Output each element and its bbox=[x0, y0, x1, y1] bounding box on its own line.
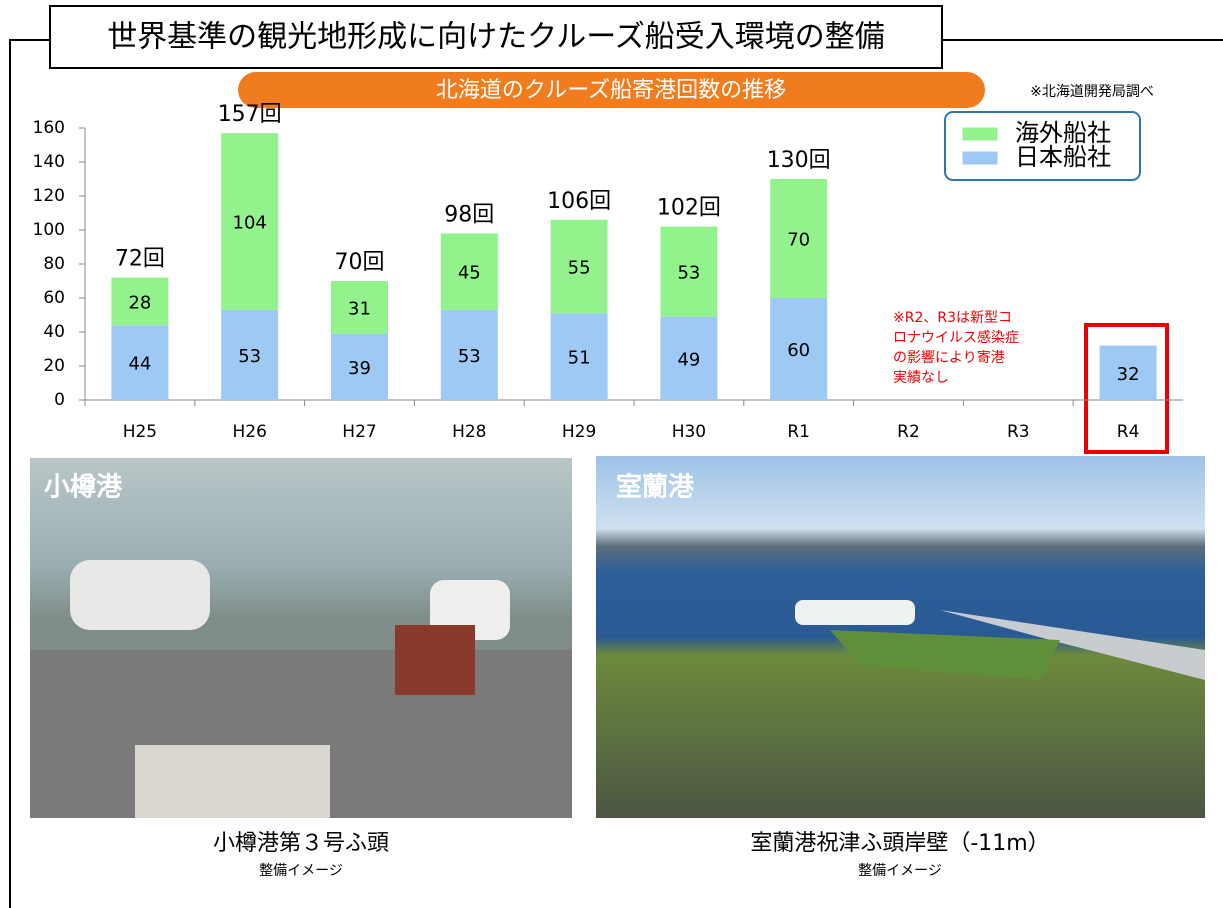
total-label: 157回 bbox=[218, 102, 282, 127]
x-tick-label: R1 bbox=[787, 422, 810, 442]
y-tick-label: 80 bbox=[43, 254, 65, 274]
legend-label: 日本船社 bbox=[1015, 143, 1111, 171]
x-tick-label: H28 bbox=[452, 422, 486, 442]
data-label: 44 bbox=[128, 354, 151, 375]
page-title: 世界基準の観光地形成に向けたクルーズ船受入環境の整備 bbox=[107, 20, 885, 55]
data-label: 104 bbox=[233, 213, 267, 234]
photo-caption: 室蘭港祝津ふ頭岸壁（-11m） bbox=[750, 831, 1049, 856]
x-tick-label: H29 bbox=[562, 422, 596, 442]
chart-title: 北海道のクルーズ船寄港回数の推移 bbox=[436, 78, 786, 103]
annotation: の影響により寄港 bbox=[893, 350, 1005, 366]
photo-label: 室蘭港 bbox=[616, 473, 695, 503]
y-tick-label: 20 bbox=[43, 356, 65, 376]
photo-subcaption: 整備イメージ bbox=[858, 863, 942, 879]
total-label: 72回 bbox=[115, 247, 165, 272]
data-label: 53 bbox=[458, 346, 481, 367]
photo-label: 小樽港 bbox=[44, 473, 123, 503]
x-tick-label: R2 bbox=[897, 422, 920, 442]
y-tick-label: 160 bbox=[33, 118, 65, 138]
total-label: 70回 bbox=[335, 250, 385, 275]
photo-image bbox=[70, 560, 210, 630]
annotation: ロナウイルス感染症 bbox=[893, 329, 1019, 346]
y-tick-label: 40 bbox=[43, 322, 65, 342]
y-tick-label: 140 bbox=[33, 152, 65, 172]
x-tick-label: H25 bbox=[123, 422, 157, 442]
x-tick-label: R3 bbox=[1007, 422, 1030, 442]
data-label: 28 bbox=[128, 292, 151, 313]
data-label: 53 bbox=[238, 346, 261, 367]
x-tick-label: R4 bbox=[1117, 422, 1140, 442]
data-label: 70 bbox=[787, 230, 810, 251]
total-label: 98回 bbox=[444, 202, 494, 227]
photo-image bbox=[795, 600, 915, 625]
x-tick-label: H27 bbox=[342, 422, 376, 442]
y-tick-label: 120 bbox=[33, 186, 65, 206]
data-label: 60 bbox=[787, 340, 810, 361]
photo: 小樽港 bbox=[30, 458, 572, 818]
annotation: 実績なし bbox=[893, 370, 949, 386]
y-tick-label: 60 bbox=[43, 288, 65, 308]
photo-image bbox=[135, 745, 330, 818]
data-label: 32 bbox=[1117, 364, 1140, 385]
legend-swatch bbox=[962, 151, 998, 165]
x-tick-label: H26 bbox=[232, 422, 266, 442]
data-label: 53 bbox=[677, 263, 700, 284]
total-label: 130回 bbox=[767, 148, 831, 173]
legend-swatch bbox=[962, 127, 998, 141]
photo-subcaption: 整備イメージ bbox=[259, 863, 343, 879]
x-tick-label: H30 bbox=[672, 422, 706, 442]
total-label: 106回 bbox=[547, 189, 611, 214]
data-label: 49 bbox=[677, 349, 700, 370]
data-label: 31 bbox=[348, 298, 371, 319]
data-label: 51 bbox=[568, 348, 591, 369]
source-note: ※北海道開発局調べ bbox=[1030, 84, 1154, 100]
photo: 室蘭港 bbox=[596, 456, 1205, 818]
total-label: 102回 bbox=[657, 196, 721, 221]
annotation: ※R2、R3は新型コ bbox=[893, 310, 1012, 326]
data-label: 39 bbox=[348, 358, 371, 379]
y-tick-label: 0 bbox=[54, 390, 65, 410]
y-tick-label: 100 bbox=[33, 220, 65, 240]
data-label: 45 bbox=[458, 263, 481, 284]
data-label: 55 bbox=[568, 258, 591, 279]
slide: 世界基準の観光地形成に向けたクルーズ船受入環境の整備 北海道のクルーズ船寄港回数… bbox=[0, 0, 1223, 908]
photo-caption: 小樽港第３号ふ頭 bbox=[213, 831, 389, 856]
photo-image bbox=[395, 625, 475, 695]
